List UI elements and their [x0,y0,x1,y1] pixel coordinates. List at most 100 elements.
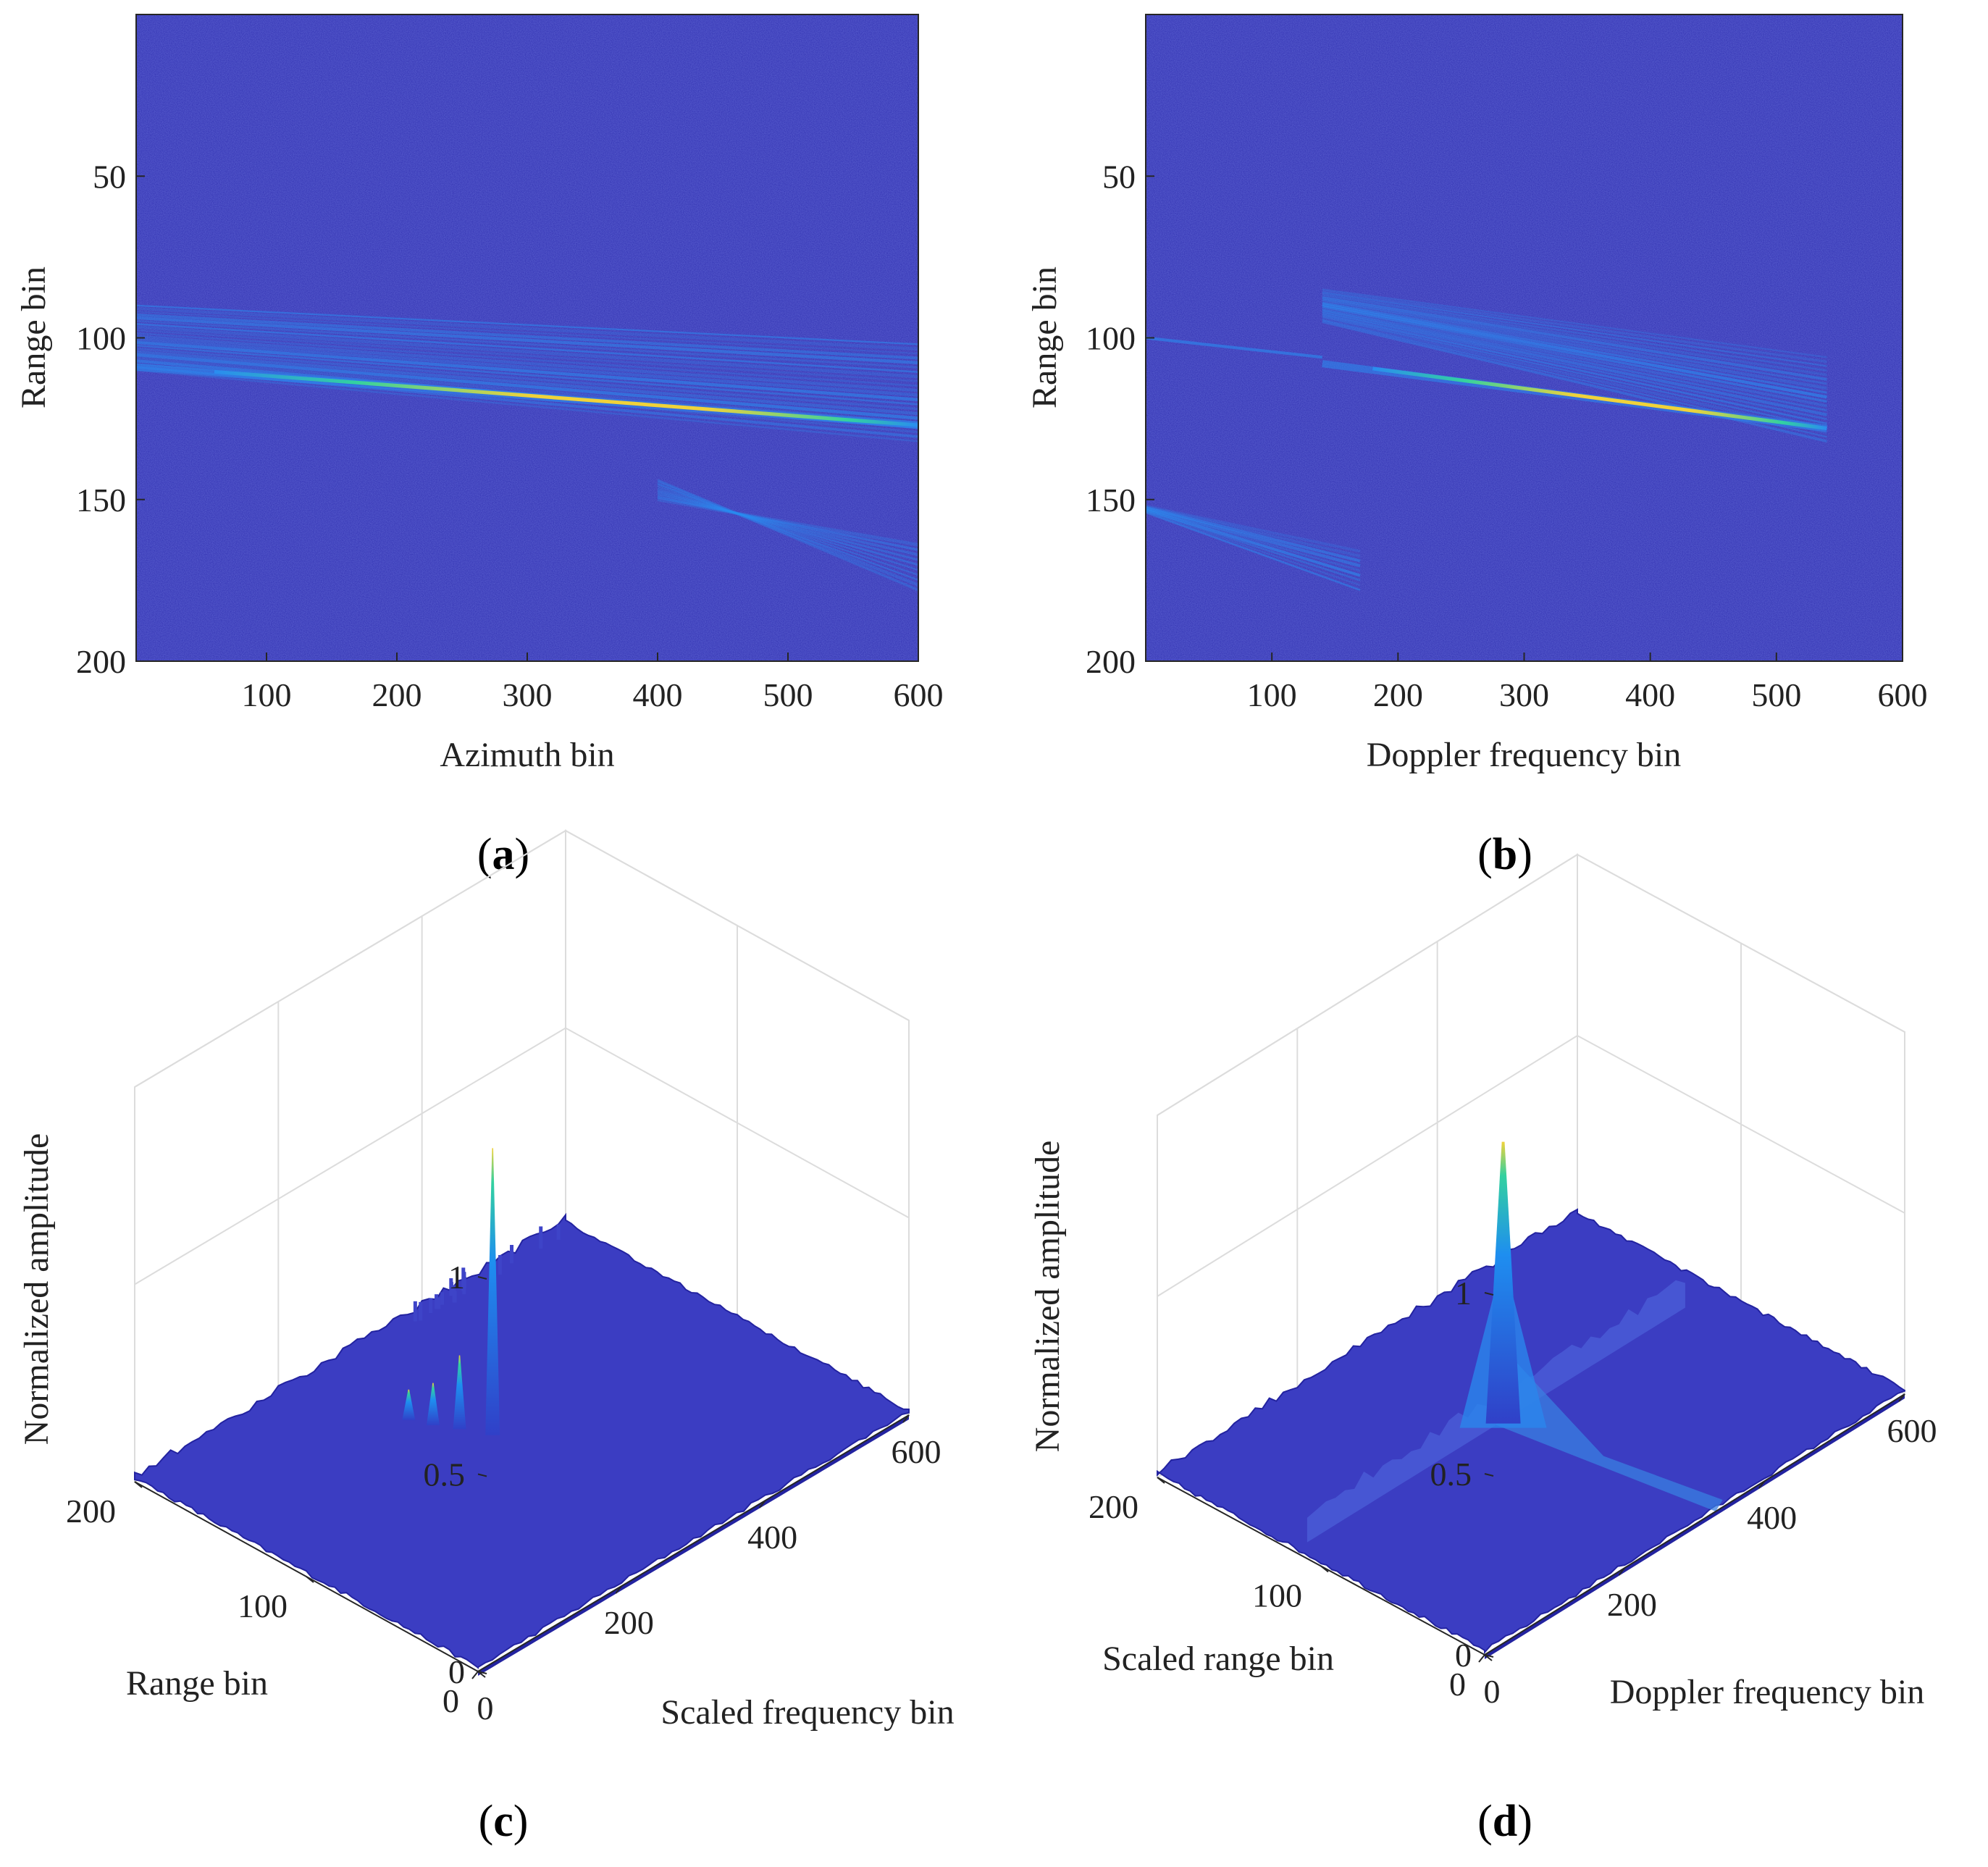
heatmap-a-stripe [136,350,918,416]
x-tick-label-b: 400 [1625,676,1675,713]
x-tick-label-b: 500 [1751,676,1801,713]
heatmap-b-stripe [1322,310,1827,416]
y-axis-label-c: Range bin [126,1664,268,1703]
z-tick-label-c: 1 [448,1259,465,1296]
y-tick-label-c: 200 [66,1493,116,1530]
x-axis-label-c: Scaled frequency bin [660,1693,954,1732]
heatmap-a-stripe [136,313,918,360]
heatmap-a-lower-stripe [657,492,918,561]
heatmap-a-stripe [136,369,918,442]
heatmap-a-stripe [136,311,918,355]
side-peak-c [453,1355,466,1430]
caption-a: (a) [477,830,529,879]
x-axis-line-c [477,1414,910,1672]
heatmap-a-stripe [136,344,918,406]
heatmap-a-lower-stripe [657,483,918,582]
heatmap-b-stripe [1322,301,1827,394]
x-tick-label-c: 600 [892,1433,941,1470]
heatmap-b-lower-stripe [1146,508,1361,577]
heatmap-a-lower-stripe [657,498,918,547]
heatmap-b-stripe [1322,295,1827,377]
x-tick-label-a: 200 [372,676,422,713]
x-tick-c [471,1671,479,1679]
heatmap-a-lower-stripe [657,480,918,587]
y-tick-label-d: 200 [1089,1488,1138,1525]
caption-c: (c) [479,1797,529,1846]
x-tick-label-d: 600 [1887,1412,1937,1449]
heatmap-a-stripe [136,340,918,402]
heatmap-b-stripe [1322,312,1827,421]
heatmap-a-bright-line [214,369,918,427]
heatmap-a-stripe [136,329,918,382]
x-axis-label-d: Doppler frequency bin [1610,1673,1925,1711]
x-axis-label-b: Doppler frequency bin [1367,736,1682,774]
x-tick-label-b: 200 [1373,676,1423,713]
x-tick-label-a: 400 [633,676,683,713]
y-tick-label-a: 50 [93,158,126,195]
side-peak-c [402,1389,416,1420]
z-axis-label-c: Normalized amplitude [17,1133,56,1446]
heatmap-b-stripe [1322,306,1827,408]
heatmap-b-stripe [1322,290,1827,364]
y-tick-label-a: 200 [76,643,126,680]
heatmap-b-stripe [1322,303,1827,399]
caption-b: (b) [1477,830,1532,879]
panel-b-heatmap: 100 200 300 400 500 600 50 100 150 200 Doppler f… [1026,14,1928,879]
heatmap-a-stripe [136,347,918,411]
z-tick-label-d: 1 [1455,1275,1472,1312]
heatmap-b-stripe [1322,292,1827,367]
z-grid-line-d [1157,853,1905,1116]
y-tick-label-b: 100 [1086,320,1136,357]
heatmap-b-bright-line [1372,366,1827,430]
y-tick-label-a: 150 [76,482,126,519]
heatmap-a-lower-stripe [657,494,918,556]
panel-a-heatmap: 100 200 300 400 500 600 50 100 150 200 Azimuth b… [14,14,944,879]
y-tick-label-d: 0 [1449,1666,1466,1703]
main-peak-c [485,1148,500,1435]
z-tick-c [477,1276,487,1280]
heatmap-b-lower-stripe [1146,504,1361,553]
x-tick-label-d: 400 [1747,1499,1797,1536]
surface-front-edge-c [478,1415,909,1676]
x-tick-label-c: 0 [477,1690,494,1727]
heatmap-a-stripe [136,316,918,365]
x-axis-line-d [1484,1393,1905,1656]
z-tick-label-c: 0.5 [424,1456,466,1493]
heatmap-a-lower-stripe [657,479,918,592]
heatmap-b-stripe [1322,309,1827,411]
heatmap-a-lower-stripe [657,496,918,551]
z-tick-c [477,1473,487,1477]
y-axis-line-d [1157,1477,1485,1656]
z-tick-label-d: 0.5 [1430,1456,1472,1493]
x-tick-label-a: 100 [242,676,292,713]
y-axis-label-a: Range bin [14,267,53,408]
y-tick-label-b: 150 [1086,482,1136,519]
x-tick-label-b: 100 [1247,676,1297,713]
y-axis-label-d: Scaled range bin [1102,1640,1334,1678]
heatmap-b-stripe [1322,314,1827,425]
heatmap-b-stripe [1322,305,1827,403]
heatmap-a-stripe [136,306,918,351]
y-tick-label-b: 200 [1086,643,1136,680]
y-tick-label-d: 100 [1252,1577,1302,1614]
surface-front-edge-d [1485,1394,1905,1659]
heatmap-b-stripe [1322,288,1827,358]
heatmap-a-stripe [136,325,918,379]
heatmap-b-stripe [1322,315,1827,429]
heatmap-a-stripe [136,304,918,345]
heatmap-b-noise [1146,14,1903,661]
heatmap-b-stripe [1322,298,1827,385]
y-tick-c [477,1671,486,1678]
side-peak-c [426,1383,440,1426]
z-axis-label-d: Normalized amplitude [1028,1141,1067,1453]
main-peak-d [1485,1141,1521,1424]
x-tick-label-a: 500 [763,676,813,713]
x-tick-d [1478,1654,1485,1663]
heatmap-b-lower-stripe [1146,511,1361,587]
y-tick-d [1484,1654,1493,1661]
y-axis-line-c [134,1481,479,1672]
heatmap-a-lower-stripe [657,485,918,576]
heatmap-a-stripe [136,323,918,374]
x-axis-label-a: Azimuth bin [440,736,614,774]
